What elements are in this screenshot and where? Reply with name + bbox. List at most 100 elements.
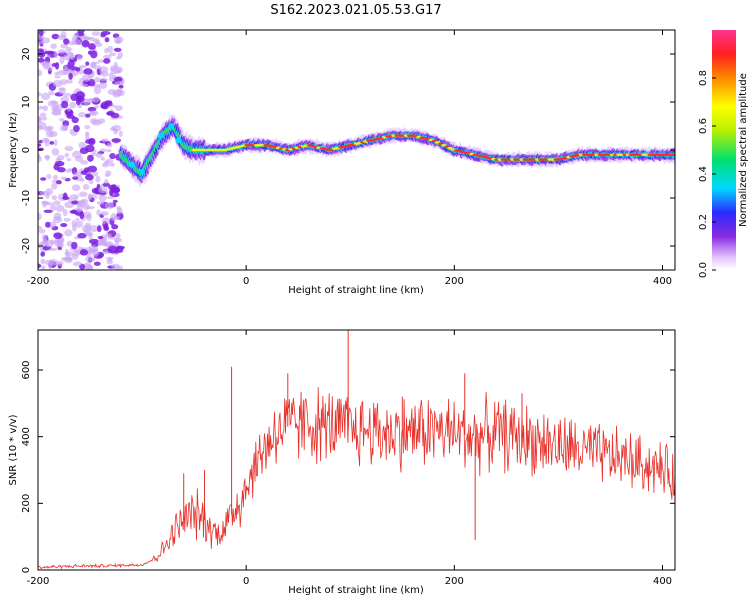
noise-speckle (83, 98, 90, 107)
noise-speckle (106, 148, 112, 153)
noise-speckle (81, 39, 90, 48)
noise-speckle (87, 165, 98, 173)
y-tick-label: 0 (21, 147, 32, 153)
noise-speckle (75, 67, 81, 72)
noise-speckle (62, 54, 71, 61)
noise-speckle (48, 247, 58, 252)
noise-speckle (93, 86, 102, 95)
noise-speckle (70, 132, 78, 136)
noise-speckle (84, 36, 92, 41)
noise-speckle (54, 75, 61, 79)
noise-speckle (41, 61, 52, 68)
noise-speckle (40, 265, 46, 270)
noise-speckle (109, 162, 115, 167)
noise-speckle (40, 177, 47, 181)
noise-speckle (38, 155, 42, 163)
snr-marks (38, 330, 675, 570)
noise-speckle (87, 193, 93, 201)
noise-speckle (104, 222, 109, 230)
noise-speckle (113, 47, 122, 52)
noise-speckle (55, 204, 65, 213)
x-tick-label: 0 (243, 276, 249, 287)
noise-speckle (113, 128, 118, 135)
noise-speckle (92, 171, 99, 177)
noise-speckle (63, 38, 70, 45)
noise-speckle (103, 58, 111, 64)
noise-speckle (70, 209, 77, 214)
noise-speckle (100, 33, 107, 38)
noise-speckle (63, 92, 72, 97)
noise-speckle (45, 221, 51, 228)
noise-speckle (78, 191, 88, 197)
noise-speckle (118, 84, 124, 89)
y-tick-label: -10 (21, 190, 32, 206)
noise-speckle (87, 154, 94, 162)
noise-speckle (114, 76, 123, 83)
noise-speckle (103, 160, 110, 165)
noise-speckle (76, 202, 84, 211)
noise-speckle (104, 179, 109, 184)
noise-speckle (45, 154, 50, 161)
spectrogram-x-label: Height of straight line (km) (288, 285, 424, 296)
noise-speckle (94, 105, 99, 109)
noise-speckle (75, 98, 81, 106)
noise-speckle (51, 182, 58, 190)
noise-speckle (98, 77, 109, 82)
noise-speckle (44, 259, 55, 266)
snr-y-label: SNR (10 * v/v) (8, 414, 19, 485)
noise-speckle (38, 116, 43, 124)
ridge-blob (139, 168, 146, 175)
noise-speckle (46, 129, 55, 138)
noise-speckle (91, 31, 101, 36)
noise-speckle (38, 48, 44, 52)
noise-speckle (97, 235, 104, 240)
x-tick-label: -200 (27, 576, 50, 587)
noise-speckle (96, 209, 101, 216)
noise-speckle (54, 71, 60, 76)
spectrogram-y-ticks: -20 -10 0 10 20 (21, 48, 675, 254)
noise-speckle (77, 111, 87, 118)
noise-speckle (67, 256, 73, 262)
colorbar-tick-label: 0.6 (698, 118, 709, 134)
noise-speckle (104, 37, 110, 43)
colorbar-label: Normalized spectral amplitude (738, 73, 749, 227)
noise-speckle (112, 89, 123, 96)
noise-speckle (113, 61, 119, 70)
colorbar-ticks: 0.0 0.2 0.4 0.6 0.8 (698, 70, 716, 278)
noise-speckle (110, 112, 120, 119)
noise-speckle (107, 195, 115, 200)
noise-speckle (102, 54, 112, 60)
noise-speckle (72, 261, 82, 267)
noise-speckle (72, 176, 79, 180)
noise-speckle (75, 220, 84, 228)
noise-speckle (97, 59, 105, 63)
noise-speckle (115, 233, 121, 239)
noise-speckle (59, 117, 65, 122)
noise-speckle (46, 173, 52, 180)
noise-speckle (40, 200, 50, 205)
noise-speckle (114, 105, 123, 111)
noise-speckle (95, 152, 103, 158)
noise-speckle (69, 194, 80, 199)
noise-speckle (63, 64, 68, 72)
noise-speckle (99, 66, 109, 73)
noise-speckle (88, 245, 99, 252)
noise-speckle (100, 211, 109, 216)
noise-speckle (75, 91, 85, 99)
noise-speckle (96, 225, 102, 233)
noise-speckle (71, 36, 78, 42)
y-tick-label: 400 (21, 427, 32, 446)
noise-speckle (71, 184, 81, 192)
spectrogram-y-label: Frequency (Hz) (8, 112, 19, 188)
noise-speckle (62, 192, 68, 199)
noise-speckle (85, 61, 90, 66)
noise-speckle (68, 72, 73, 80)
noise-speckle (38, 34, 45, 40)
noise-speckle (88, 111, 97, 116)
x-tick-label: 0 (243, 576, 249, 587)
noise-speckle (76, 54, 83, 61)
noise-speckle (62, 124, 69, 132)
ridge-blob (168, 123, 175, 129)
noise-speckle (43, 209, 53, 214)
noise-speckle (45, 125, 54, 131)
